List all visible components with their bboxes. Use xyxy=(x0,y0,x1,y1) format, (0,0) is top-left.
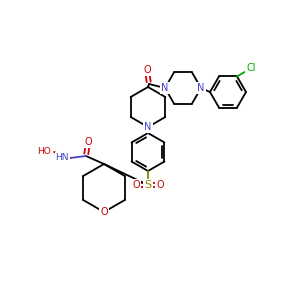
Text: O: O xyxy=(143,65,151,75)
Text: O: O xyxy=(132,180,140,190)
Text: O: O xyxy=(100,207,108,217)
Text: O: O xyxy=(156,180,164,190)
Text: HN: HN xyxy=(56,152,69,161)
Text: Cl: Cl xyxy=(246,63,256,74)
Text: S: S xyxy=(144,180,152,190)
Text: N: N xyxy=(161,83,169,93)
Text: O: O xyxy=(84,137,92,147)
Text: N: N xyxy=(144,122,152,132)
Text: N: N xyxy=(197,83,205,93)
Text: HO: HO xyxy=(37,146,51,155)
